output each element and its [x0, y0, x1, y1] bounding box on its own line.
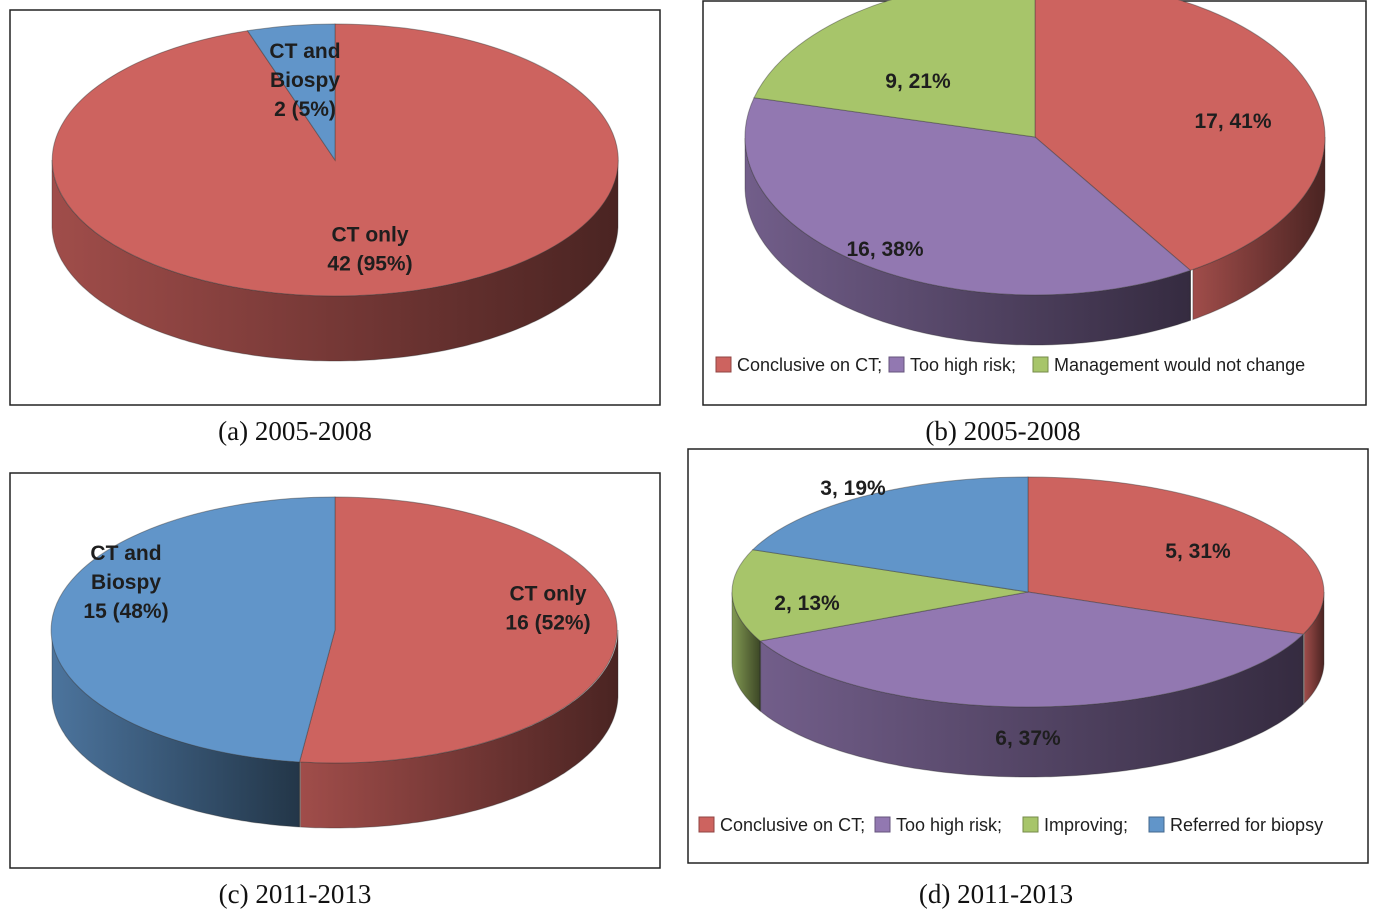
chart-panel-c: CT only 16 (52%) CT and Biospy 15 (48%) — [9, 472, 661, 869]
chart-panel-d: 5, 31% 6, 37% 2, 13% 3, 19% Conclusive on CT… — [687, 448, 1369, 864]
chart-panel-a: CT only 42 (95%) CT and Biospy 2 (5%) — [9, 9, 661, 406]
slice-label: 3, 19% — [820, 477, 886, 500]
slice-label: CT and — [269, 40, 340, 63]
pie-slice-red — [1034, 0, 1326, 271]
pie-side-red — [300, 630, 619, 829]
pie-slice-red — [51, 23, 619, 297]
slice-label: 15 (48%) — [83, 600, 168, 623]
legend-swatch-purple — [874, 816, 891, 833]
slice-label: Biospy — [91, 571, 161, 594]
slice-label: 17, 41% — [1194, 110, 1271, 133]
slice-label: 6, 37% — [995, 727, 1061, 750]
legend-entry: Management would not change — [1054, 355, 1305, 375]
slice-label: 5, 31% — [1165, 540, 1231, 563]
chart-panel-b: 17, 41% 16, 38% 9, 21% Conclusive on CT; Too… — [702, 0, 1367, 406]
pie-slice-blue — [50, 496, 336, 763]
pie-slice-red — [1027, 476, 1325, 635]
slice-label: CT only — [332, 224, 409, 247]
pie-slice-purple — [744, 97, 1192, 296]
legend-swatch-blue — [1148, 816, 1165, 833]
slice-label: 42 (95%) — [327, 253, 412, 276]
legend-swatch-green — [1032, 356, 1049, 373]
pie-side-red — [1303, 592, 1325, 705]
legend-swatch-red — [698, 816, 715, 833]
legend-swatch-purple — [888, 356, 905, 373]
legend-entry: Improving; — [1044, 815, 1128, 835]
slice-label: 16, 38% — [846, 238, 923, 261]
pie-slice-green — [753, 0, 1036, 138]
slice-label: 2, 13% — [774, 592, 840, 615]
pie-slice-green — [731, 549, 1029, 642]
legend-entry: Referred for biopsy — [1170, 815, 1323, 835]
legend-entry: Conclusive on CT; — [720, 815, 865, 835]
legend-entry: Too high risk; — [910, 355, 1016, 375]
legend-entry: Too high risk; — [896, 815, 1002, 835]
legend-entry: Conclusive on CT; — [737, 355, 882, 375]
panel-caption: (d) 2011-2013 — [919, 879, 1073, 909]
panel-caption: (b) 2005-2008 — [925, 416, 1080, 446]
slice-label: 16 (52%) — [505, 612, 590, 635]
legend-swatch-green — [1022, 816, 1039, 833]
panel-caption: (a) 2005-2008 — [218, 416, 372, 446]
legend-swatch-red — [715, 356, 732, 373]
pie-slice-red — [298, 496, 618, 764]
pie-slice-purple — [759, 591, 1305, 708]
pie-slice-blue — [751, 476, 1029, 593]
pie-slice-blue — [246, 23, 336, 162]
slice-label: Biospy — [270, 69, 340, 92]
panel-caption: (c) 2011-2013 — [219, 879, 372, 909]
slice-label: CT and — [90, 542, 161, 565]
slice-label: 2 (5%) — [274, 98, 336, 121]
slice-label: 9, 21% — [885, 70, 951, 93]
slice-label: CT only — [510, 583, 587, 606]
